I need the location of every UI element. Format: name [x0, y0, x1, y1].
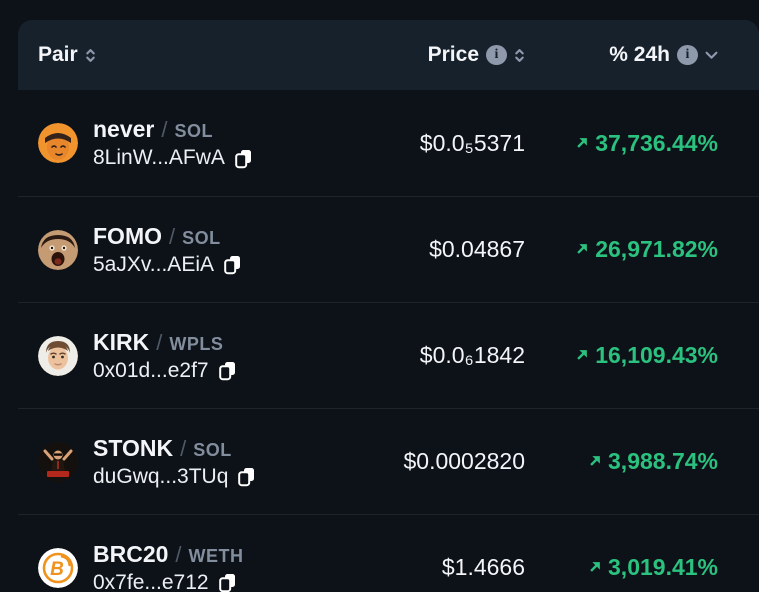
table-header: Pair Price i % 24h i: [18, 20, 759, 90]
token-row[interactable]: KIRK / WPLS 0x01d...e2f7 $0.0₆1842 16,10…: [18, 302, 759, 408]
pair-cell: never / SOL 8LinW...AFwA: [38, 116, 355, 170]
pair-address-line: 0x01d...e2f7: [93, 359, 237, 383]
token-table-body: never / SOL 8LinW...AFwA $0.0₅5371 37,73…: [18, 90, 759, 592]
never-token-avatar: [38, 123, 78, 163]
sort-icon[interactable]: [85, 48, 96, 63]
pair-text: BRC20 / WETH 0x7fe...e712: [93, 541, 244, 592]
price-cell: $0.0₆1842: [419, 342, 525, 368]
price-cell: $0.0₅5371: [419, 129, 525, 156]
change-cell: 37,736.44%: [525, 130, 718, 157]
pair-name: never / SOL: [93, 116, 253, 143]
change-cell: 3,019.41%: [525, 554, 718, 581]
change-value: 3,988.74%: [608, 448, 718, 474]
base-token-symbol: KIRK: [93, 328, 150, 355]
up-arrow-icon: [590, 456, 600, 466]
quote-token-symbol: WETH: [188, 545, 244, 566]
pair-text: KIRK / WPLS 0x01d...e2f7: [93, 329, 237, 383]
token-row[interactable]: STONK / SOL duGwq...3TUq $0.0002820 3,98…: [18, 408, 759, 514]
base-token-symbol: BRC20: [93, 540, 169, 567]
token-row[interactable]: FOMO / SOL 5aJXv...AEiA $0.04867 26,971.…: [18, 196, 759, 302]
kirk-token-avatar: [38, 335, 78, 376]
pair-address: 0x7fe...e712: [93, 570, 209, 592]
price-cell: $0.04867: [429, 236, 525, 262]
pair-cell: KIRK / WPLS 0x01d...e2f7: [38, 329, 355, 383]
price-cell: $1.4666: [441, 554, 525, 580]
change-cell: 26,971.82%: [525, 236, 718, 263]
base-token-symbol: STONK: [93, 434, 174, 461]
change-cell: 16,109.43%: [525, 342, 718, 369]
change-column-label: % 24h: [609, 43, 670, 66]
up-arrow-icon: [590, 562, 600, 572]
change-cell: 3,988.74%: [525, 448, 718, 475]
column-header-change[interactable]: % 24h i: [525, 43, 718, 67]
pair-address: 8LinW...AFwA: [93, 146, 225, 169]
info-glyph: i: [494, 47, 499, 62]
pair-name: FOMO / SOL: [93, 223, 242, 250]
pair-separator: /: [175, 541, 182, 567]
base-token-symbol: FOMO: [93, 222, 162, 249]
pair-name: KIRK / WPLS: [93, 329, 237, 356]
column-header-pair[interactable]: Pair: [38, 43, 355, 67]
copy-icon[interactable]: [218, 572, 237, 592]
change-value: 26,971.82%: [595, 236, 718, 262]
pair-separator: /: [180, 435, 187, 461]
change-value: 16,109.43%: [595, 342, 718, 368]
pair-separator: /: [169, 223, 176, 249]
price-column-label: Price: [427, 43, 479, 66]
column-header-price[interactable]: Price i: [355, 43, 525, 67]
base-token-symbol: never: [93, 116, 155, 142]
pair-address-line: 0x7fe...e712: [93, 571, 244, 592]
pair-address-line: 8LinW...AFwA: [93, 146, 253, 170]
change-value: 3,019.41%: [608, 554, 718, 580]
quote-token-symbol: SOL: [193, 439, 232, 460]
quote-token-symbol: SOL: [182, 227, 221, 248]
pair-cell: STONK / SOL duGwq...3TUq: [38, 435, 355, 489]
change-value: 37,736.44%: [595, 129, 718, 156]
sort-icon[interactable]: [514, 48, 525, 63]
pair-address-line: duGwq...3TUq: [93, 465, 256, 489]
chevron-down-icon: [705, 51, 718, 59]
pair-text: STONK / SOL duGwq...3TUq: [93, 435, 256, 489]
token-row[interactable]: never / SOL 8LinW...AFwA $0.0₅5371 37,73…: [18, 90, 759, 196]
quote-token-symbol: WPLS: [169, 333, 224, 354]
fomo-token-avatar: [38, 229, 78, 270]
quote-token-symbol: SOL: [174, 121, 214, 141]
pair-name: STONK / SOL: [93, 435, 256, 462]
info-icon[interactable]: i: [677, 45, 698, 65]
info-glyph: i: [685, 47, 690, 62]
copy-icon[interactable]: [237, 466, 256, 487]
copy-icon[interactable]: [234, 148, 253, 169]
token-row[interactable]: B BRC20 / WETH 0x7fe...e712: [18, 514, 759, 592]
pair-address: duGwq...3TUq: [93, 464, 229, 488]
pair-name: BRC20 / WETH: [93, 541, 244, 568]
brc20-token-avatar: B: [38, 547, 78, 588]
pair-column-label: Pair: [38, 43, 78, 66]
pair-text: never / SOL 8LinW...AFwA: [93, 116, 253, 170]
up-arrow-icon: [577, 350, 588, 360]
pair-cell: B BRC20 / WETH 0x7fe...e712: [38, 541, 355, 592]
stonk-token-avatar: [38, 441, 78, 482]
info-icon[interactable]: i: [486, 45, 507, 65]
pair-address: 0x01d...e2f7: [93, 358, 209, 382]
brc20-letter: B: [50, 559, 64, 580]
copy-icon[interactable]: [218, 360, 237, 381]
copy-icon[interactable]: [223, 254, 242, 275]
pair-text: FOMO / SOL 5aJXv...AEiA: [93, 223, 242, 277]
up-arrow-icon: [577, 137, 588, 148]
pair-separator: /: [156, 329, 163, 355]
price-cell: $0.0002820: [403, 448, 525, 474]
token-list-page: Pair Price i % 24h i: [0, 20, 759, 592]
pair-address: 5aJXv...AEiA: [93, 252, 214, 276]
pair-cell: FOMO / SOL 5aJXv...AEiA: [38, 223, 355, 277]
pair-separator: /: [161, 117, 168, 142]
pair-address-line: 5aJXv...AEiA: [93, 253, 242, 277]
up-arrow-icon: [577, 244, 588, 254]
